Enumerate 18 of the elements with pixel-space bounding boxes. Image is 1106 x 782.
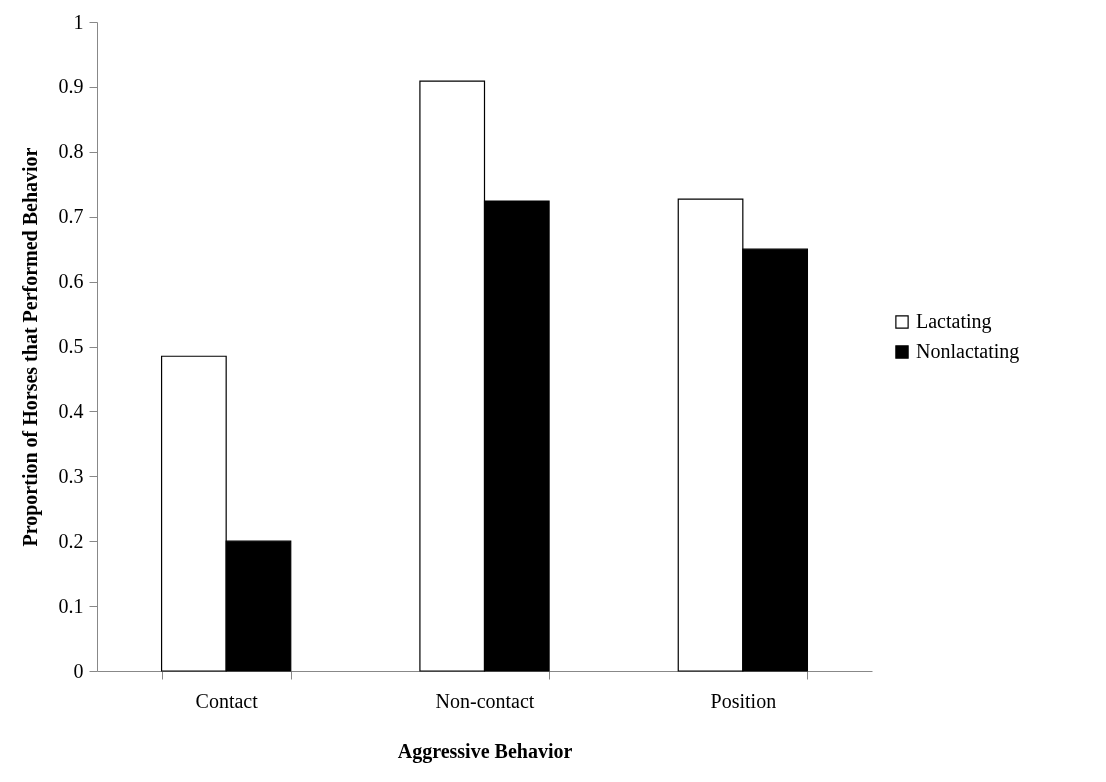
x-tick-label: Contact — [195, 689, 259, 712]
y-tick-label: 0.3 — [58, 464, 84, 487]
y-tick-label: 0.1 — [58, 594, 84, 617]
y-tick-label: 0.6 — [58, 270, 84, 293]
x-axis-title: Aggressive Behavior — [397, 739, 573, 763]
legend-label: Lactating — [916, 310, 992, 333]
x-tick-label: Non-contact — [435, 689, 535, 712]
y-tick-label: 0.8 — [58, 140, 84, 163]
legend-label: Nonlactating — [916, 340, 1020, 363]
y-tick-label: 0.2 — [58, 529, 84, 552]
y-tick-label: 0.7 — [58, 205, 84, 228]
x-tick-label: Position — [710, 689, 777, 712]
y-tick-label: 0 — [73, 659, 84, 682]
y-tick-label: 0.9 — [58, 75, 84, 98]
y-tick-label: 0.5 — [58, 335, 84, 357]
y-tick-label: 0.4 — [58, 399, 84, 422]
y-tick-label: 1 — [73, 10, 84, 33]
y-axis-title: Proportion of Horses that Performed Behavior — [18, 147, 42, 547]
